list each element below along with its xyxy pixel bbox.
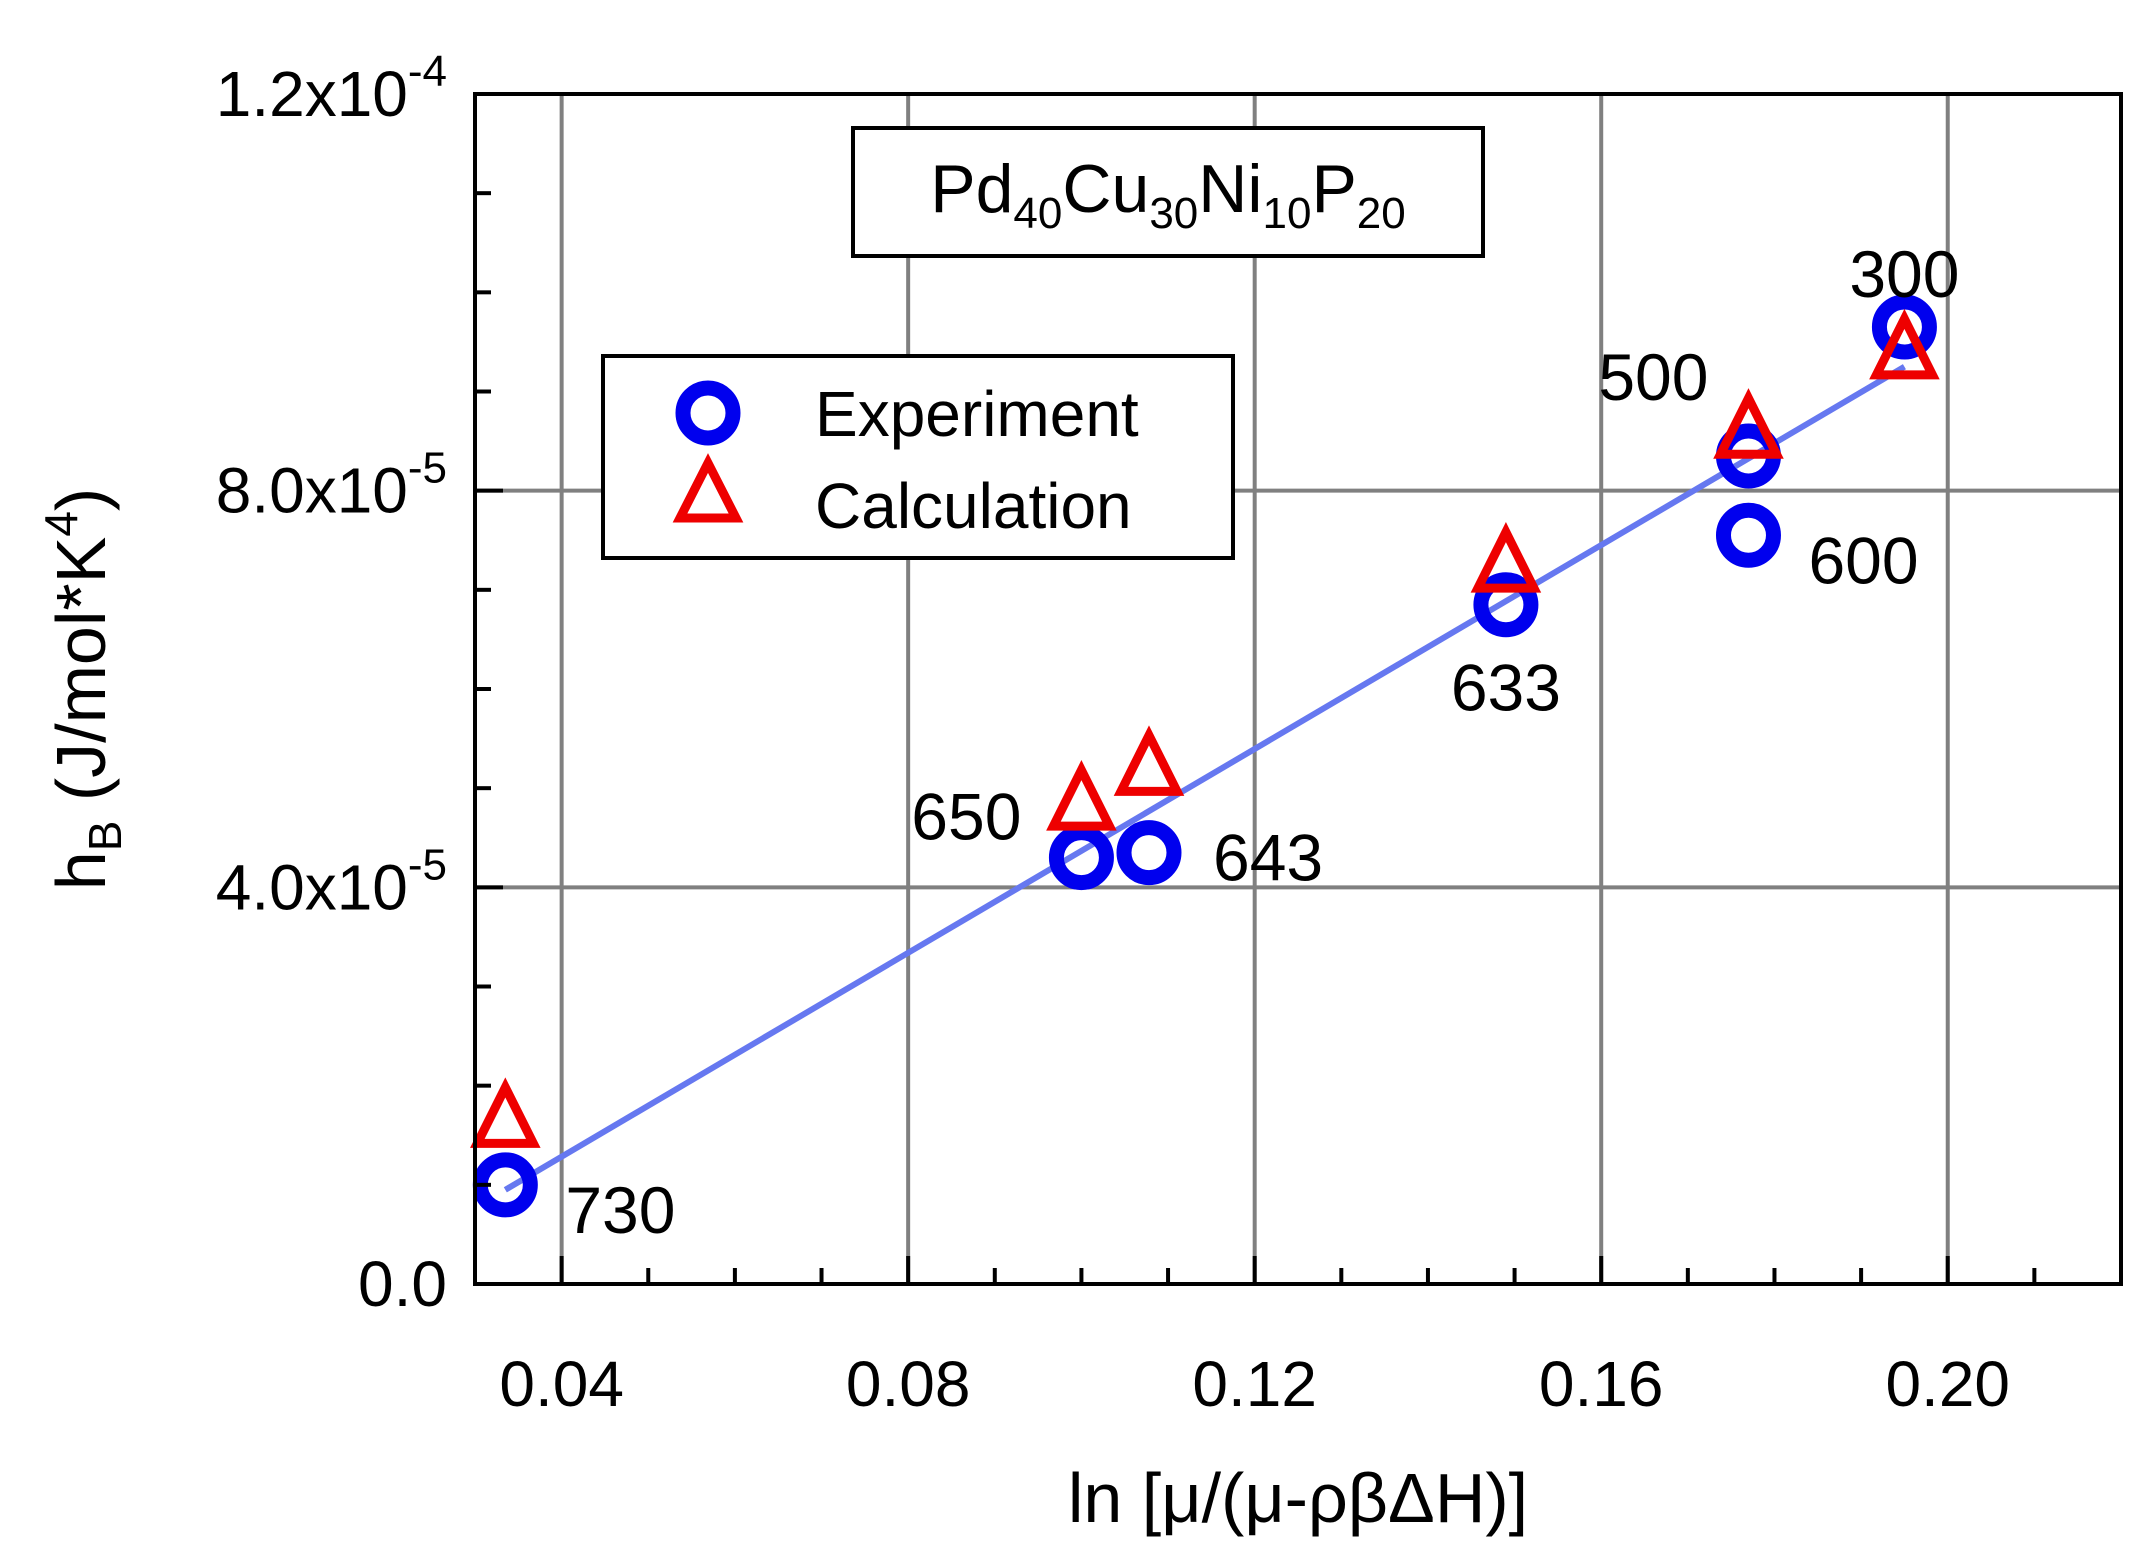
experiment-point-3 [1473, 572, 1539, 638]
calculation-point-2 [1113, 725, 1185, 796]
legend-experiment-label: Experiment [815, 378, 1139, 450]
ticks-layer [473, 92, 2123, 1286]
y-tick-label-2: 8.0x10-5 [216, 444, 447, 527]
y-tick-label-1: 4.0x10-5 [216, 840, 447, 923]
composition-el-2: Cu [1062, 151, 1149, 227]
composition-el-4: P [1311, 151, 1356, 227]
fit-line-layer [503, 364, 1906, 1193]
fit-line [503, 364, 1906, 1193]
x-tick-label-3: 0.16 [1539, 1348, 1664, 1420]
point-annotations: 730 650 643 633 600 500 300 [565, 237, 1959, 1247]
y-tick-label-0: 0.0 [358, 1248, 447, 1320]
composition-sub-4: 20 [1357, 189, 1406, 238]
y-axis-title-unit: (J/mol*K [42, 537, 120, 821]
composition-sub-1: 40 [1013, 189, 1062, 238]
annotation-650: 650 [911, 780, 1021, 854]
composition-sub-2: 30 [1149, 189, 1198, 238]
x-axis-title: ln [μ/(μ-ρβΔH)] [1068, 1459, 1528, 1537]
annotation-633: 633 [1451, 651, 1561, 725]
x-tick-label-4: 0.20 [1885, 1348, 2010, 1420]
y-tick-exponent-2: -5 [408, 444, 447, 493]
tick-labels-layer: 0.04 0.08 0.12 0.16 0.200.04.0x10-58.0x10-51… [216, 47, 2010, 1420]
annotation-730: 730 [565, 1173, 675, 1247]
experiment-point-1 [1048, 825, 1114, 891]
y-axis-title: hB (J/mol*K4) [35, 488, 131, 890]
composition-el-1: Pd [930, 151, 1013, 227]
legend-experiment-marker [675, 380, 741, 446]
x-tick-label-1: 0.08 [846, 1348, 971, 1420]
annotation-600: 600 [1808, 523, 1918, 597]
composition-el-3: Ni [1198, 151, 1262, 227]
legend: Experiment Calculation [601, 354, 1235, 560]
y-axis-title-close: ) [42, 488, 120, 511]
y-axis-title-main: h [42, 851, 120, 890]
composition-title: Pd40Cu30Ni10P20 [930, 151, 1406, 238]
x-tick-label-0: 0.04 [499, 1348, 624, 1420]
composition-sub-3: 10 [1262, 189, 1311, 238]
composition-box: Pd40Cu30Ni10P20 [851, 126, 1485, 258]
y-axis-title-group: hB (J/mol*K4) [35, 488, 131, 890]
legend-calculation-label: Calculation [815, 470, 1132, 542]
experiment-point-4 [1715, 502, 1781, 568]
y-tick-mantissa-1: 4.0x10 [216, 851, 408, 923]
grid [475, 94, 2121, 1284]
y-tick-exponent-1: -5 [408, 840, 447, 889]
experiment-point-6 [1871, 294, 1937, 360]
y-tick-exponent-3: -4 [408, 47, 447, 96]
calculation-point-3 [1470, 522, 1542, 593]
legend-calculation-marker [672, 453, 744, 523]
experiment-point-2 [1116, 820, 1182, 886]
calculation-point-5 [1869, 308, 1940, 380]
y-tick-mantissa-0: 0.0 [358, 1248, 447, 1320]
x-tick-label-2: 0.12 [1192, 1348, 1317, 1420]
annotation-643: 643 [1213, 821, 1323, 895]
y-axis-title-sup: 4 [35, 511, 87, 537]
annotation-500: 500 [1598, 340, 1708, 414]
y-tick-mantissa-2: 8.0x10 [216, 455, 408, 527]
y-tick-label-3: 1.2x10-4 [216, 47, 447, 130]
annotation-300: 300 [1849, 237, 1959, 311]
calculation-point-1 [1046, 760, 1117, 831]
calculation-point-4 [1713, 388, 1784, 459]
y-tick-mantissa-3: 1.2x10 [216, 58, 408, 130]
calculation-point-0 [470, 1077, 541, 1148]
composition-box-frame [851, 126, 1485, 258]
y-axis-title-sub: B [79, 821, 131, 852]
